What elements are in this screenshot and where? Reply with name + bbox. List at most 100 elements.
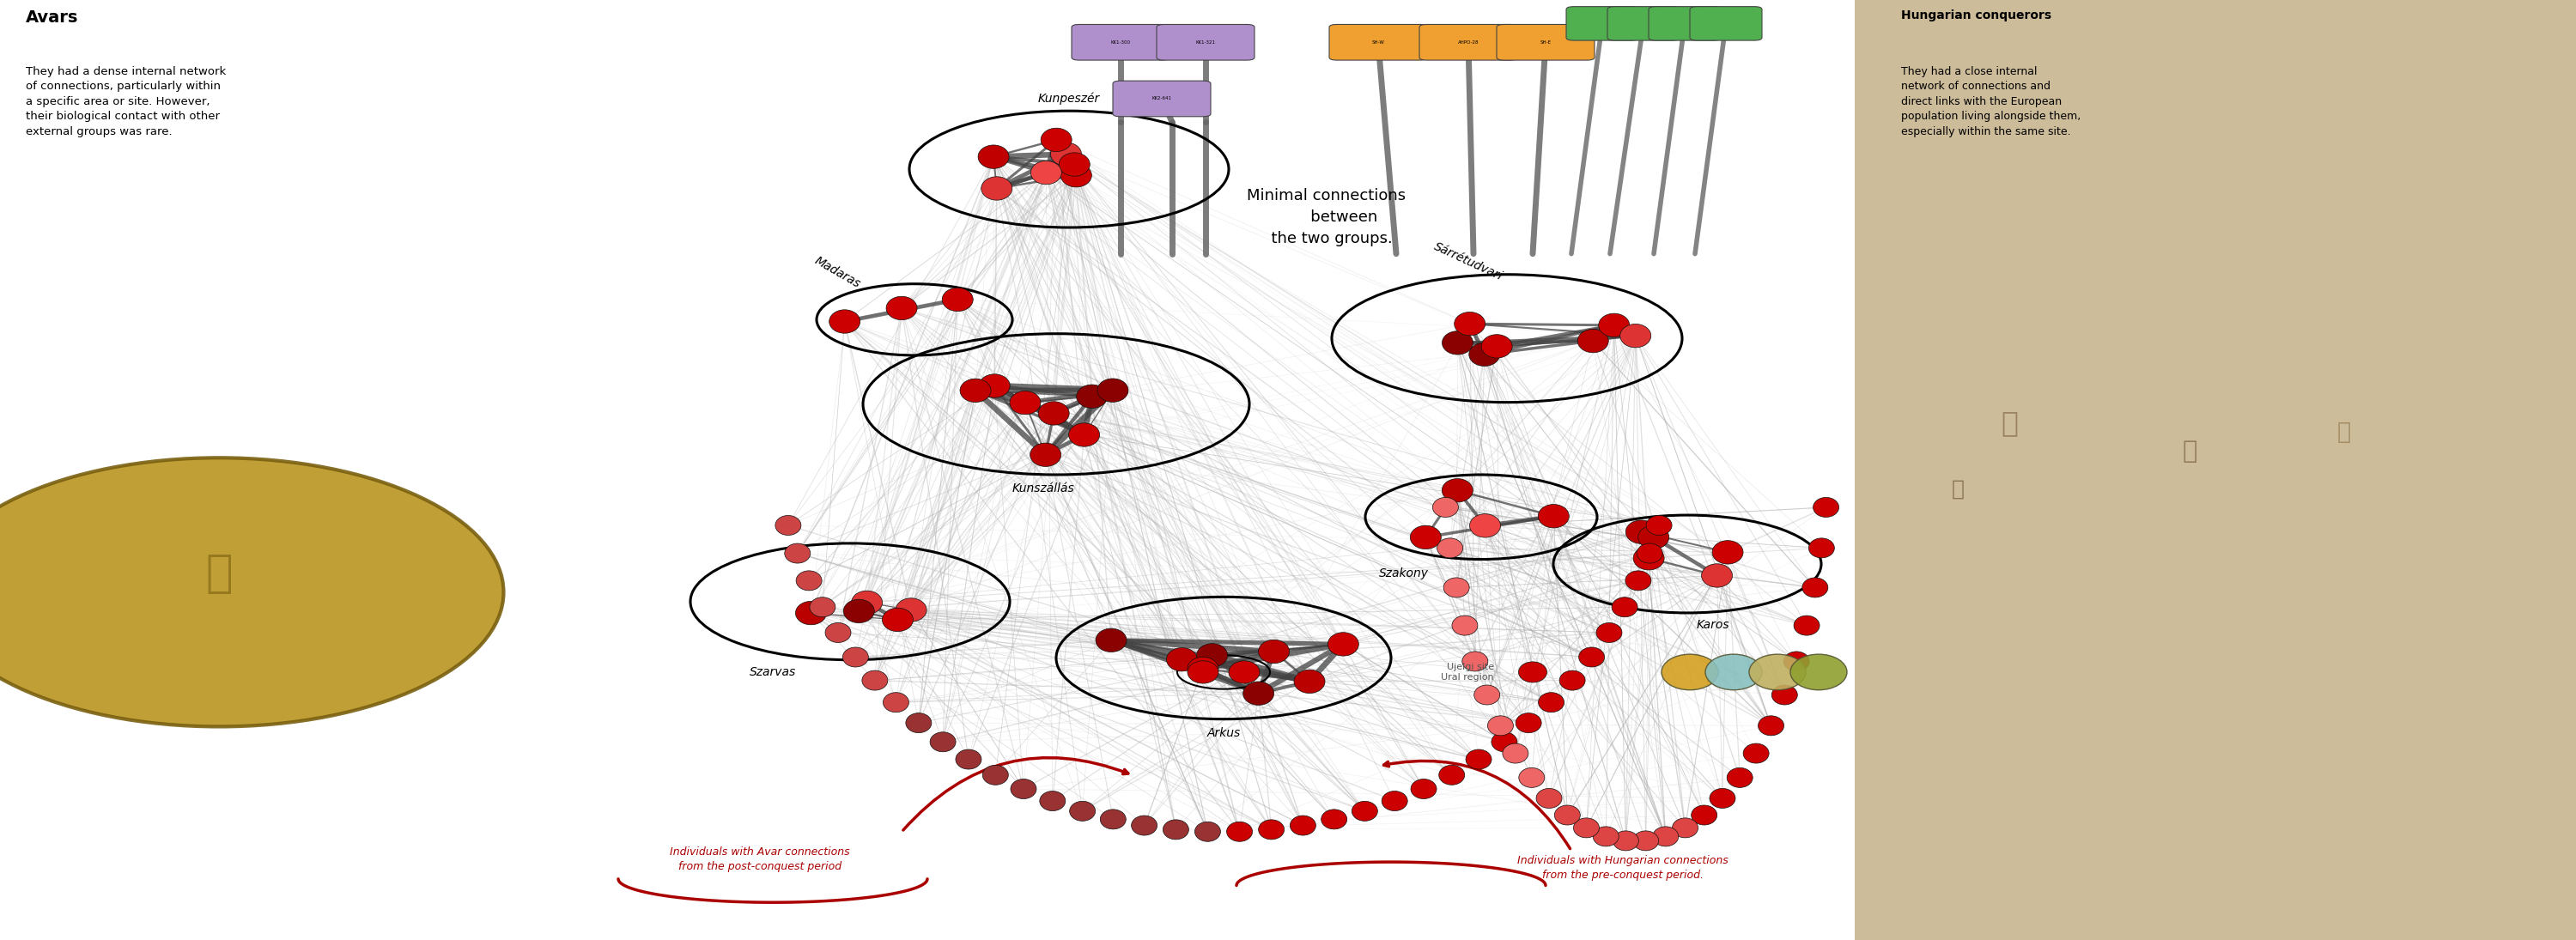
Ellipse shape	[1783, 651, 1808, 671]
Ellipse shape	[1502, 744, 1528, 763]
Ellipse shape	[1061, 164, 1092, 187]
Ellipse shape	[796, 602, 827, 625]
Ellipse shape	[1553, 806, 1579, 825]
Ellipse shape	[886, 296, 917, 320]
Text: Madaras: Madaras	[811, 255, 863, 290]
Ellipse shape	[1291, 816, 1316, 836]
Text: Minimal connections
       between
  the two groups.: Minimal connections between the two grou…	[1247, 188, 1406, 246]
Ellipse shape	[1471, 514, 1502, 538]
Ellipse shape	[981, 765, 1007, 785]
Ellipse shape	[1198, 644, 1229, 667]
Ellipse shape	[1226, 822, 1252, 841]
Ellipse shape	[884, 693, 909, 713]
Text: Sárrétudvari: Sárrétudvari	[1432, 240, 1504, 283]
Ellipse shape	[1409, 525, 1440, 549]
Ellipse shape	[1443, 331, 1473, 354]
Ellipse shape	[1597, 623, 1623, 643]
Ellipse shape	[1654, 826, 1680, 846]
Ellipse shape	[1260, 820, 1285, 839]
Ellipse shape	[1726, 768, 1752, 788]
Ellipse shape	[1468, 342, 1499, 366]
Ellipse shape	[1260, 640, 1291, 664]
Ellipse shape	[1167, 648, 1198, 671]
Ellipse shape	[0, 458, 505, 727]
Ellipse shape	[1440, 765, 1466, 785]
Ellipse shape	[775, 515, 801, 535]
Text: 🐴: 🐴	[2002, 409, 2017, 437]
Text: 🏇: 🏇	[206, 551, 232, 596]
FancyBboxPatch shape	[1329, 24, 1427, 60]
Text: SH-W: SH-W	[1373, 40, 1383, 44]
Text: Szarvas: Szarvas	[750, 666, 796, 678]
Text: Kunszállás: Kunszállás	[1012, 483, 1074, 494]
Ellipse shape	[1705, 654, 1762, 690]
Ellipse shape	[1327, 633, 1358, 656]
Ellipse shape	[1188, 661, 1218, 683]
Ellipse shape	[842, 648, 868, 667]
FancyBboxPatch shape	[1157, 24, 1255, 60]
FancyBboxPatch shape	[1649, 7, 1721, 40]
Ellipse shape	[1432, 497, 1458, 517]
Ellipse shape	[1229, 661, 1260, 683]
Ellipse shape	[1662, 654, 1718, 690]
Text: They had a dense internal network
of connections, particularly within
a specific: They had a dense internal network of con…	[26, 66, 227, 137]
Ellipse shape	[863, 670, 889, 690]
Ellipse shape	[956, 749, 981, 769]
Ellipse shape	[1577, 329, 1607, 352]
Text: 🐴: 🐴	[2182, 439, 2197, 463]
Ellipse shape	[1520, 768, 1546, 788]
Ellipse shape	[930, 732, 956, 752]
Ellipse shape	[1535, 789, 1561, 808]
Ellipse shape	[1625, 571, 1651, 590]
Text: SH-E: SH-E	[1540, 40, 1551, 44]
Ellipse shape	[1038, 401, 1069, 425]
Ellipse shape	[853, 590, 884, 614]
Ellipse shape	[1481, 335, 1512, 358]
Ellipse shape	[1352, 801, 1378, 821]
Text: 🐴: 🐴	[1953, 478, 1963, 499]
Text: Arkus: Arkus	[1206, 728, 1242, 739]
FancyBboxPatch shape	[1072, 24, 1170, 60]
Ellipse shape	[1381, 791, 1406, 811]
Ellipse shape	[1620, 324, 1651, 348]
Ellipse shape	[1625, 520, 1656, 543]
Ellipse shape	[1443, 578, 1468, 598]
FancyBboxPatch shape	[1607, 7, 1680, 40]
Ellipse shape	[1041, 128, 1072, 151]
Ellipse shape	[1453, 616, 1479, 635]
Ellipse shape	[881, 608, 912, 632]
Ellipse shape	[1162, 820, 1188, 839]
Ellipse shape	[1492, 732, 1517, 752]
Text: KK1-321: KK1-321	[1195, 40, 1216, 44]
Text: KK2-641: KK2-641	[1151, 97, 1172, 101]
FancyBboxPatch shape	[1497, 24, 1595, 60]
Ellipse shape	[1443, 478, 1473, 502]
Ellipse shape	[1051, 142, 1082, 165]
Ellipse shape	[1710, 789, 1736, 808]
FancyBboxPatch shape	[1690, 7, 1762, 40]
Ellipse shape	[1486, 715, 1512, 735]
Ellipse shape	[1600, 313, 1631, 337]
Ellipse shape	[1069, 801, 1095, 821]
Ellipse shape	[829, 310, 860, 334]
Ellipse shape	[961, 379, 992, 402]
Ellipse shape	[1703, 564, 1734, 588]
Ellipse shape	[981, 177, 1012, 200]
Text: AHPO-28: AHPO-28	[1458, 40, 1479, 44]
Ellipse shape	[1574, 818, 1600, 838]
Ellipse shape	[896, 598, 927, 621]
Ellipse shape	[824, 623, 850, 643]
Ellipse shape	[1095, 629, 1126, 652]
Text: Kunpeszér: Kunpeszér	[1038, 92, 1100, 105]
FancyBboxPatch shape	[1113, 81, 1211, 117]
Ellipse shape	[809, 597, 835, 617]
Text: Ujelgi site
Ural region: Ujelgi site Ural region	[1440, 663, 1494, 681]
Ellipse shape	[1613, 831, 1638, 851]
Ellipse shape	[1520, 662, 1546, 682]
Text: Avars: Avars	[26, 9, 77, 25]
FancyBboxPatch shape	[1566, 7, 1638, 40]
FancyBboxPatch shape	[1419, 24, 1517, 60]
Ellipse shape	[1579, 648, 1605, 667]
Text: 🐴: 🐴	[2336, 421, 2352, 444]
Ellipse shape	[1646, 515, 1672, 535]
